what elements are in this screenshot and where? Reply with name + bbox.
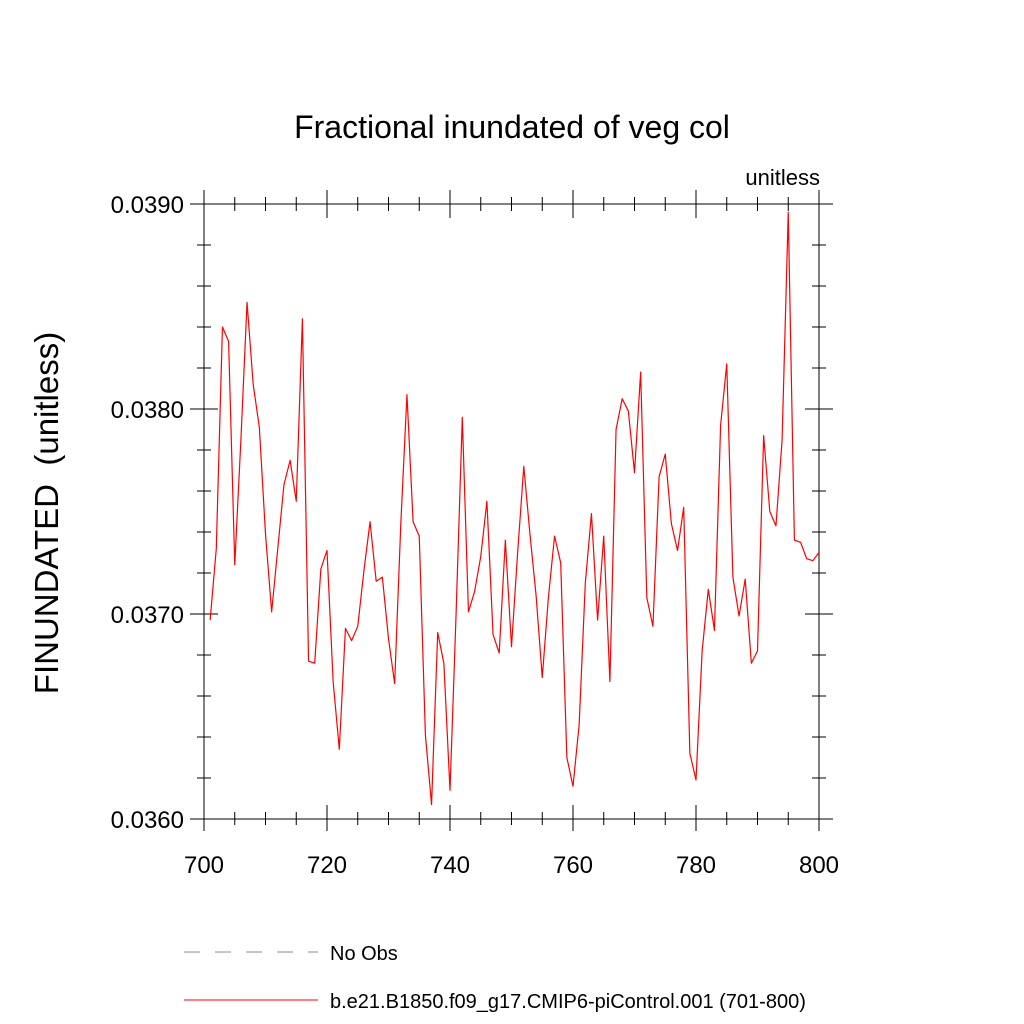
chart-title: Fractional inundated of veg col bbox=[294, 109, 730, 145]
plot-axes: 700 720 740 760 780 800 0.0360 0.0370 0.0380 0.03… bbox=[111, 190, 839, 879]
y-tick-label: 0.0390 bbox=[111, 192, 184, 219]
y-tick-label: 0.0380 bbox=[111, 397, 184, 424]
y-tick-label: 0.0360 bbox=[111, 807, 184, 834]
legend-label: b.e21.B1850.f09_g17.CMIP6-piControl.001 … bbox=[330, 991, 806, 1013]
series-group bbox=[209, 211, 820, 806]
x-tick-label: 700 bbox=[184, 852, 224, 879]
legend-label: No Obs bbox=[330, 943, 398, 965]
x-tick-label: 760 bbox=[553, 852, 593, 879]
x-tick-label: 740 bbox=[430, 852, 470, 879]
plot-frame bbox=[203, 203, 820, 820]
series-line bbox=[209, 211, 820, 806]
x-tick-label: 720 bbox=[307, 852, 347, 879]
y-axis-label: FINUNDATED (unitless) bbox=[28, 332, 65, 694]
units-label: unitless bbox=[745, 165, 820, 190]
y-tick-label: 0.0370 bbox=[111, 602, 184, 629]
legend: No Obs b.e21.B1850.f09_g17.CMIP6-piContro… bbox=[184, 943, 806, 1013]
x-tick-label: 800 bbox=[799, 852, 839, 879]
x-tick-label: 780 bbox=[676, 852, 716, 879]
